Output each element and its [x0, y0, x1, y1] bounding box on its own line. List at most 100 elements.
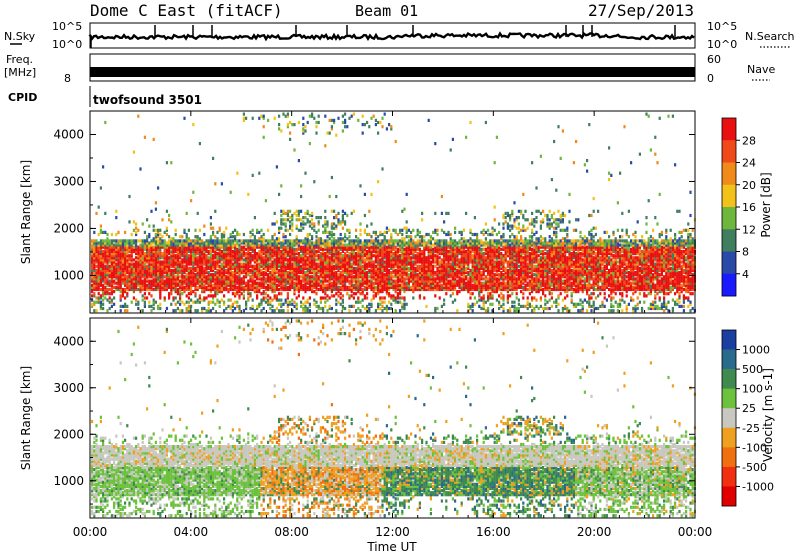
nave-label: Nave	[747, 63, 775, 76]
range-cell	[229, 252, 232, 256]
range-cell	[115, 252, 118, 256]
range-cell	[339, 285, 342, 289]
range-cell	[355, 275, 358, 279]
range-cell	[172, 245, 175, 249]
range-cell	[326, 239, 329, 243]
range-cell	[438, 285, 441, 289]
range-cell	[282, 309, 285, 313]
range-cell	[212, 241, 215, 245]
range-cell	[454, 239, 457, 243]
range-cell	[170, 268, 173, 273]
range-cell	[396, 296, 399, 300]
range-cell	[282, 247, 285, 251]
range-cell	[337, 277, 340, 281]
range-cell	[148, 232, 151, 237]
range-cell	[460, 266, 463, 270]
range-cell	[337, 241, 340, 245]
range-cell	[467, 264, 470, 268]
range-cell	[306, 120, 309, 125]
range-cell	[396, 300, 399, 304]
range-cell	[440, 260, 443, 264]
range-cell	[324, 292, 327, 296]
range-cell	[341, 268, 344, 273]
range-cell	[229, 304, 232, 308]
range-cell	[284, 277, 287, 281]
range-cell	[157, 264, 160, 268]
range-cell	[306, 298, 309, 302]
range-cell	[346, 262, 349, 266]
range-cell	[212, 230, 215, 234]
range-cell	[214, 302, 217, 306]
range-cell	[449, 256, 452, 260]
range-cell	[366, 292, 369, 296]
range-cell	[416, 287, 419, 292]
range-cell	[130, 262, 133, 266]
range-cell	[220, 268, 223, 273]
range-cell	[146, 266, 149, 270]
range-cell	[471, 243, 474, 247]
range-cell	[240, 264, 243, 268]
range-cell	[460, 273, 463, 277]
range-cell	[152, 268, 155, 273]
range-cell	[181, 266, 184, 270]
range-cell	[201, 252, 204, 256]
range-cell	[256, 304, 259, 308]
range-cell	[330, 245, 333, 249]
range-cell	[311, 279, 314, 283]
range-cell	[91, 260, 94, 264]
range-cell	[141, 283, 144, 287]
range-cell	[231, 249, 234, 254]
range-cell	[278, 245, 281, 249]
range-cell	[106, 271, 109, 275]
range-cell	[280, 304, 283, 308]
range-cell	[324, 262, 327, 266]
range-cell	[357, 256, 360, 260]
range-cell	[383, 281, 386, 285]
range-cell	[282, 256, 285, 260]
range-cell	[454, 249, 457, 254]
range-cell	[432, 279, 435, 283]
range-cell	[295, 224, 298, 228]
range-cell	[445, 254, 448, 258]
range-cell	[328, 279, 331, 283]
range-cell	[143, 302, 146, 306]
range-cell	[381, 241, 384, 245]
range-cell	[185, 211, 188, 215]
range-cell	[438, 239, 441, 243]
range-cell	[434, 260, 437, 264]
range-cell	[146, 258, 149, 262]
range-cell	[139, 277, 142, 281]
range-cell	[113, 249, 116, 254]
range-cell	[302, 309, 305, 313]
range-cell	[476, 268, 479, 273]
range-cell	[383, 262, 386, 266]
range-cell	[350, 243, 353, 247]
range-cell	[249, 279, 252, 283]
range-cell	[383, 239, 386, 243]
range-cell	[337, 287, 340, 292]
range-cell	[280, 266, 283, 270]
range-cell	[220, 182, 223, 186]
range-cell	[370, 235, 373, 239]
range-cell	[214, 290, 217, 294]
range-cell	[110, 285, 113, 289]
range-cell	[469, 285, 472, 289]
range-cell	[137, 266, 140, 270]
range-cell	[416, 256, 419, 260]
range-cell	[315, 216, 318, 220]
range-cell	[335, 287, 338, 292]
range-cell	[174, 302, 177, 306]
range-cell	[297, 218, 300, 222]
range-cell	[372, 264, 375, 268]
range-cell	[110, 262, 113, 266]
range-cell	[102, 245, 105, 249]
range-cell	[267, 302, 270, 306]
range-cell	[423, 275, 426, 279]
range-cell	[399, 230, 402, 234]
range-cell	[117, 239, 120, 243]
range-cell	[148, 224, 151, 228]
range-cell	[458, 260, 461, 264]
range-cell	[370, 302, 373, 306]
range-cell	[432, 285, 435, 289]
range-cell	[326, 249, 329, 254]
